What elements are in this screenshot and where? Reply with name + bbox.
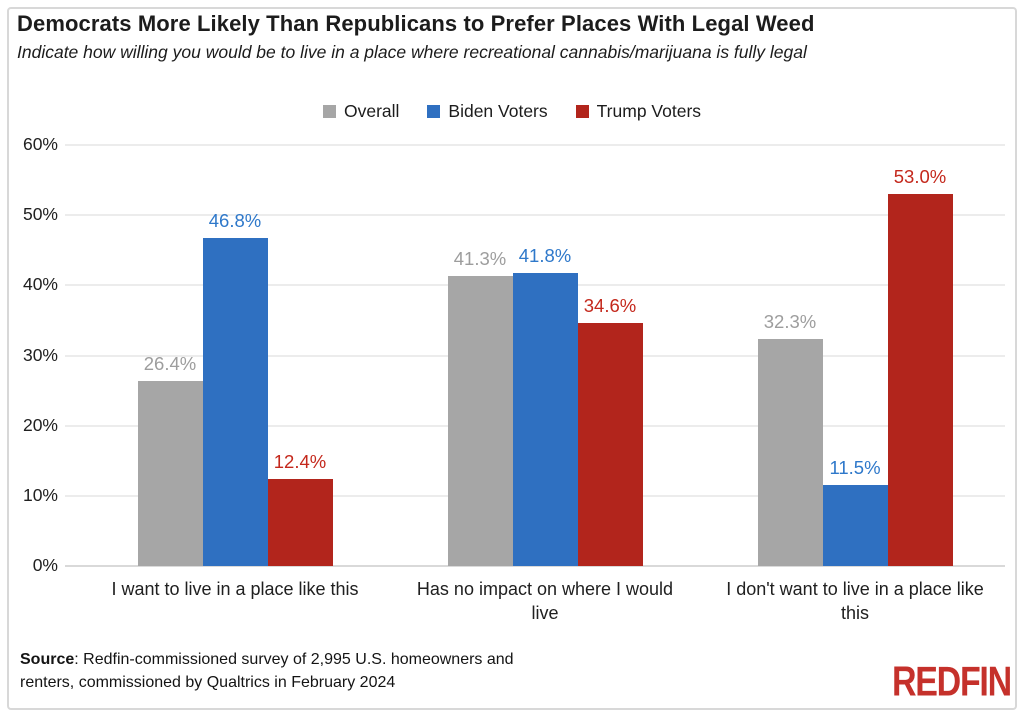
x-tick-1: I want to live in a place like this bbox=[65, 577, 405, 601]
bar-value-trump-voters: 12.4% bbox=[273, 451, 327, 472]
source-text-1: : Redfin-commissioned survey of 2,995 U.… bbox=[74, 651, 514, 668]
gridline-60 bbox=[65, 144, 1005, 146]
x-tick-line: I want to live in a place like this bbox=[111, 579, 359, 599]
x-tick-3: I don't want to live in a place like this bbox=[685, 577, 1024, 625]
legend-label-overall: Overall bbox=[343, 101, 400, 121]
bar-trump-voters bbox=[887, 194, 953, 566]
gridline-0 bbox=[65, 565, 1005, 567]
legend-swatch-biden-voters bbox=[427, 105, 441, 118]
x-tick-line: this bbox=[840, 603, 869, 623]
source-line-2: renters, commissioned by Qualtrics in Fe… bbox=[20, 674, 396, 691]
bar-overall bbox=[447, 276, 513, 566]
bar-group-3: 32.3% 11.5% 53.0% bbox=[757, 145, 953, 566]
bar-overall bbox=[137, 380, 203, 566]
bar-biden-voters bbox=[202, 237, 268, 566]
bar-group-1: 26.4% 46.8% 12.4% bbox=[137, 145, 333, 566]
bar-trump-voters bbox=[267, 479, 333, 566]
y-tick-10: 10% bbox=[22, 484, 58, 505]
y-tick-30: 30% bbox=[22, 344, 58, 365]
bar-overall bbox=[757, 339, 823, 566]
y-tick-40: 40% bbox=[22, 274, 58, 295]
x-tick-line: Has no impact on where I would bbox=[416, 579, 674, 599]
y-tick-60: 60% bbox=[22, 134, 58, 154]
legend-label-trump-voters: Trump Voters bbox=[596, 101, 702, 121]
legend-swatch-trump-voters bbox=[575, 105, 589, 118]
bar-biden-voters bbox=[822, 485, 888, 566]
y-tick-50: 50% bbox=[22, 204, 58, 225]
legend: Overall Biden Voters Trump Voters bbox=[0, 101, 1024, 122]
chart-title: Democrats More Likely Than Republicans t… bbox=[17, 11, 815, 36]
bar-trump-voters bbox=[577, 323, 643, 566]
bar-group-2: 41.3% 41.8% 34.6% bbox=[447, 145, 643, 566]
bar-value-trump-voters: 34.6% bbox=[583, 295, 637, 317]
chart-subtitle: Indicate how willing you would be to liv… bbox=[17, 42, 807, 62]
source-line-1: Source: Redfin-commissioned survey of 2,… bbox=[20, 648, 514, 671]
x-tick-line: I don't want to live in a place like bbox=[726, 579, 984, 599]
source-label: Source bbox=[20, 651, 75, 668]
gridline-50 bbox=[65, 214, 1005, 217]
legend-label-biden-voters: Biden Voters bbox=[448, 101, 548, 121]
legend-item-biden-voters: Biden Voters bbox=[427, 101, 548, 122]
legend-swatch-overall bbox=[322, 105, 336, 118]
bar-value-overall: 41.3% bbox=[453, 248, 507, 270]
bar-value-biden-voters: 41.8% bbox=[518, 244, 572, 266]
bar-value-overall: 32.3% bbox=[763, 311, 817, 333]
plot-area: 26.4% 46.8% 12.4% 41.3% 41.8% 34.6% 32.3% 11.5%… bbox=[65, 144, 1005, 567]
source-note: Source: Redfin-commissioned survey of 2,… bbox=[20, 648, 514, 694]
legend-item-overall: Overall bbox=[322, 101, 400, 122]
y-tick-20: 20% bbox=[22, 414, 58, 435]
x-tick-line: live bbox=[531, 603, 559, 623]
bar-value-biden-voters: 11.5% bbox=[829, 457, 881, 479]
bar-biden-voters bbox=[512, 272, 578, 566]
bar-value-overall: 26.4% bbox=[143, 352, 197, 374]
bar-value-biden-voters: 46.8% bbox=[208, 209, 262, 231]
bar-value-trump-voters: 53.0% bbox=[893, 166, 947, 188]
x-tick-2: Has no impact on where I would live bbox=[375, 577, 715, 625]
legend-item-trump-voters: Trump Voters bbox=[575, 101, 702, 122]
redfin-logo: REDFIN bbox=[892, 658, 1012, 706]
y-tick-0: 0% bbox=[32, 555, 58, 575]
